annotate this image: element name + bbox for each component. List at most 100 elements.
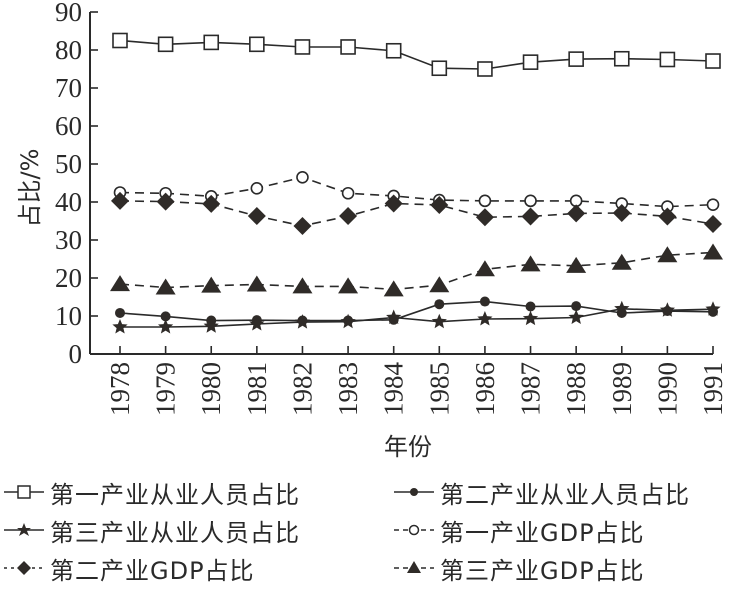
y-tick-label: 30 — [55, 225, 82, 255]
x-tick-label: 1978 — [105, 362, 135, 416]
diamond-marker-icon — [658, 207, 677, 226]
square-marker-icon — [249, 36, 265, 53]
diamond-marker-icon — [521, 207, 540, 226]
diamond-marker-icon — [339, 207, 358, 226]
x-tick-label: 1988 — [561, 362, 591, 416]
triangle-marker-icon — [611, 253, 632, 270]
star-marker-icon — [659, 302, 675, 317]
legend-item-secondary-gdp: 第二产业GDP占比 — [4, 550, 255, 586]
series-4 — [111, 191, 722, 235]
star-marker-icon — [614, 300, 630, 316]
y-tick-label: 60 — [55, 111, 82, 141]
star-marker-icon — [477, 311, 493, 326]
triangle-marker-icon — [155, 278, 176, 295]
diamond-marker-icon — [202, 194, 221, 213]
circle-filled-marker-icon — [525, 301, 536, 312]
series-2 — [112, 300, 721, 334]
diamond-marker-icon — [247, 207, 266, 226]
triangle-marker-icon — [246, 275, 267, 292]
diamond-marker-icon — [567, 204, 586, 223]
circle-filled-marker-icon — [160, 311, 171, 322]
series-line — [120, 307, 714, 328]
diamond-marker-icon — [111, 191, 129, 210]
triangle-marker-icon — [110, 275, 130, 292]
y-tick-label: 20 — [55, 263, 82, 293]
y-axis: 0 10 20 30 40 50 60 70 80 90 — [55, 0, 98, 369]
x-tick-label: 1986 — [470, 362, 500, 416]
square-marker-icon — [157, 36, 174, 53]
circle-open-marker-icon — [524, 194, 537, 208]
legend-item-primary-employment: 第一产业从业人员占比 — [4, 474, 300, 510]
y-tick-label: 70 — [55, 73, 82, 103]
triangle-marker-icon — [703, 243, 723, 260]
x-tick-label: 1983 — [333, 362, 363, 416]
legend-item-tertiary-employment: 第三产业从业人员占比 — [4, 512, 300, 548]
star-marker-icon — [294, 314, 311, 329]
legend-label: 第三产业从业人员占比 — [50, 518, 300, 547]
circle-open-marker-icon — [250, 182, 264, 195]
legend: 第一产业从业人员占比 第二产业从业人员占比 第三产业从业人员占比 第一产业GDP… — [0, 474, 754, 591]
star-marker-icon — [340, 313, 356, 329]
x-tick-label: 1989 — [607, 362, 637, 416]
star-marker-icon — [431, 313, 447, 329]
circle-open-marker-icon — [394, 524, 434, 536]
series-5 — [110, 243, 723, 297]
circle-open-marker-icon — [478, 194, 492, 208]
star-marker-icon — [203, 318, 219, 333]
star-marker-icon — [386, 309, 402, 324]
triangle-marker-icon — [520, 255, 541, 272]
series-0 — [112, 32, 721, 77]
triangle-marker-icon — [383, 280, 404, 297]
circle-open-marker-icon — [296, 171, 309, 184]
diamond-marker-icon — [293, 216, 312, 235]
x-tick-label: 1979 — [151, 362, 181, 416]
y-tick-label: 40 — [55, 187, 82, 217]
square-marker-icon — [340, 39, 356, 55]
y-axis-title: 占比/% — [16, 149, 44, 228]
y-tick-label: 80 — [55, 35, 82, 65]
square-marker-icon — [522, 54, 539, 70]
triangle-marker-icon — [474, 260, 495, 277]
x-tick-label: 1987 — [516, 362, 546, 416]
y-tick-label: 90 — [55, 0, 82, 27]
legend-item-tertiary-gdp: 第三产业GDP占比 — [394, 550, 645, 586]
circle-open-marker-icon — [341, 186, 355, 200]
star-marker-icon — [568, 309, 584, 324]
legend-item-primary-gdp: 第一产业GDP占比 — [394, 512, 645, 548]
x-axis: 1978 1979 1980 1981 1982 1983 1984 1985 1986 1987… — [90, 346, 728, 416]
triangle-marker-icon — [201, 276, 222, 293]
star-marker-icon — [249, 316, 265, 331]
line-chart: 0 10 20 30 40 50 60 70 80 90 1978 1979 1980 1981 1982… — [16, 0, 728, 461]
series-1 — [115, 296, 718, 326]
triangle-marker-icon — [338, 277, 359, 294]
legend-item-secondary-employment: 第二产业从业人员占比 — [394, 474, 690, 510]
legend-label: 第一产业GDP占比 — [440, 518, 645, 547]
square-marker-icon — [705, 53, 721, 69]
series-layer — [110, 32, 723, 334]
x-tick-label: 1982 — [287, 362, 317, 416]
diamond-marker-icon — [475, 208, 494, 227]
star-marker-icon — [158, 319, 174, 334]
x-tick-label: 1981 — [242, 362, 272, 416]
circle-filled-marker-icon — [571, 301, 582, 312]
diamond-marker-icon — [612, 204, 631, 223]
circle-open-marker-icon — [706, 198, 720, 211]
legend-label: 第二产业GDP占比 — [50, 556, 255, 585]
series-line — [119, 176, 714, 208]
circle-filled-marker-icon — [434, 299, 445, 310]
square-marker-icon — [203, 34, 220, 51]
legend-label: 第二产业从业人员占比 — [440, 480, 690, 509]
diamond-marker-icon — [156, 192, 175, 211]
square-marker-icon — [568, 51, 584, 67]
series-line — [119, 300, 714, 322]
square-open-marker-icon — [4, 485, 44, 499]
star-marker-icon — [112, 319, 128, 334]
y-tick-label: 0 — [69, 339, 83, 369]
star-filled-marker-icon — [4, 523, 44, 536]
circle-filled-marker-icon — [479, 296, 490, 307]
square-marker-icon — [477, 61, 493, 77]
y-tick-label: 50 — [55, 149, 82, 179]
triangle-marker-icon — [657, 246, 678, 263]
triangle-filled-marker-icon — [394, 561, 434, 573]
legend-label: 第三产业GDP占比 — [440, 556, 645, 585]
